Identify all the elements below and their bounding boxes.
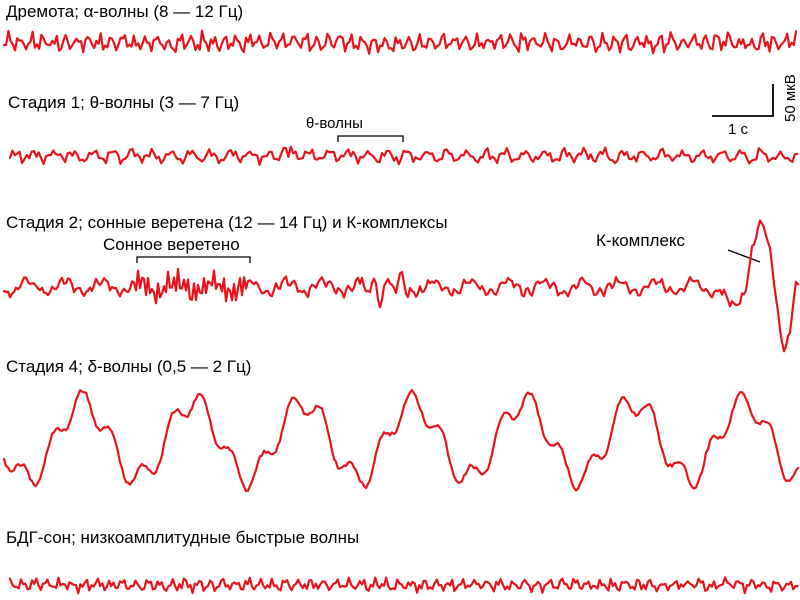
trace-drowsy-alpha [2,29,798,55]
scale-time-label: 1 с [728,121,749,138]
label-stage1: Стадия 1; θ-волны (3 — 7 Гц) [8,93,239,112]
spindle-bracket [136,256,251,263]
trace-stage1-theta [8,145,799,166]
trace-rem-fast [8,576,799,595]
spindle-annotation: Сонное веретено [103,235,240,254]
label-rem: БДГ-сон; низкоамплитудные быстрые волны [6,528,359,547]
theta-annotation: θ-волны [306,115,363,132]
label-stage4: Стадия 4; δ-волны (0,5 — 2 Гц) [6,357,251,376]
trace-stage4-delta [2,389,800,493]
trace-stage2-spindles [2,219,800,353]
label-drowsy: Дремота; α-волны (8 — 12 Гц) [6,2,243,21]
k-complex-pointer [727,249,761,263]
scale-bar [712,84,774,117]
label-stage2: Стадия 2; сонные веретена (12 — 14 Гц) и… [6,213,448,232]
scale-amplitude-label: 50 мкВ [782,74,799,122]
k-complex-annotation: К-комплекс [596,231,686,250]
theta-bracket [337,135,404,142]
